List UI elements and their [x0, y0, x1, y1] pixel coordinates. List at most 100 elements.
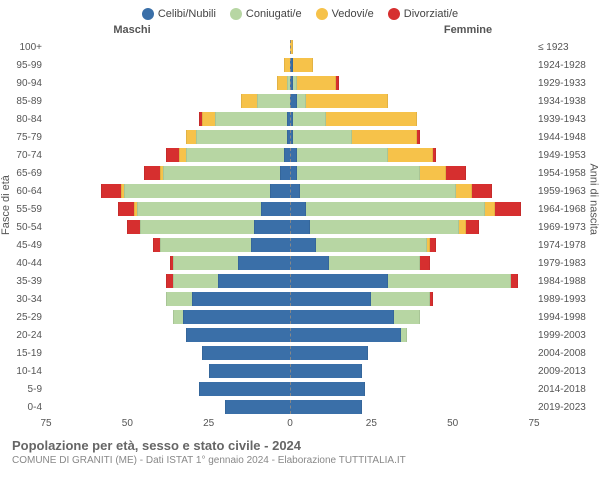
male-bar: [46, 346, 290, 360]
bar-segment: [433, 148, 436, 162]
male-bar: [46, 76, 290, 90]
age-row: 70-741949-1953: [4, 146, 596, 164]
bar-pair: [46, 184, 534, 198]
bar-segment: [417, 130, 420, 144]
bar-segment: [300, 184, 456, 198]
age-row: 90-941929-1933: [4, 74, 596, 92]
bar-segment: [238, 256, 290, 270]
age-row: 35-391984-1988: [4, 272, 596, 290]
birth-year-label: 1979-1983: [534, 258, 596, 269]
bar-segment: [310, 220, 460, 234]
birth-year-label: 2019-2023: [534, 402, 596, 413]
bar-segment: [192, 292, 290, 306]
bar-pair: [46, 310, 534, 324]
bar-segment: [218, 274, 290, 288]
bar-segment: [388, 274, 512, 288]
center-line: [290, 148, 291, 162]
center-line: [290, 274, 291, 288]
legend-item: Celibi/Nubili: [142, 8, 216, 20]
female-bar: [290, 202, 534, 216]
age-label: 100+: [4, 42, 46, 53]
female-bar: [290, 94, 534, 108]
age-label: 5-9: [4, 384, 46, 395]
bar-segment: [290, 364, 362, 378]
female-bar: [290, 220, 534, 234]
center-line: [290, 58, 291, 72]
bar-pair: [46, 346, 534, 360]
center-line: [290, 184, 291, 198]
bar-segment: [420, 256, 430, 270]
male-bar: [46, 274, 290, 288]
bar-segment: [202, 112, 215, 126]
age-row: 80-841939-1943: [4, 110, 596, 128]
bar-segment: [196, 130, 287, 144]
bar-segment: [118, 202, 134, 216]
birth-year-label: 1964-1968: [534, 204, 596, 215]
bar-pair: [46, 202, 534, 216]
bar-segment: [290, 220, 310, 234]
bar-segment: [166, 292, 192, 306]
legend-label: Coniugati/e: [246, 8, 302, 20]
bar-segment: [280, 166, 290, 180]
age-row: 30-341989-1993: [4, 290, 596, 308]
bar-segment: [316, 238, 427, 252]
bar-segment: [202, 346, 290, 360]
bar-pair: [46, 148, 534, 162]
male-bar: [46, 382, 290, 396]
center-line: [290, 382, 291, 396]
age-label: 30-34: [4, 294, 46, 305]
bar-segment: [297, 148, 388, 162]
age-row: 50-541969-1973: [4, 218, 596, 236]
bar-pair: [46, 238, 534, 252]
male-bar: [46, 364, 290, 378]
age-label: 15-19: [4, 348, 46, 359]
female-bar: [290, 40, 534, 54]
bar-segment: [209, 364, 290, 378]
age-label: 90-94: [4, 78, 46, 89]
age-row: 20-241999-2003: [4, 326, 596, 344]
age-row: 60-641959-1963: [4, 182, 596, 200]
bar-segment: [290, 292, 371, 306]
bar-segment: [137, 202, 261, 216]
female-bar: [290, 364, 534, 378]
birth-year-label: 1949-1953: [534, 150, 596, 161]
center-line: [290, 328, 291, 342]
birth-year-label: 1994-1998: [534, 312, 596, 323]
chart-footer: Popolazione per età, sesso e stato civil…: [4, 438, 596, 466]
bar-segment: [352, 130, 417, 144]
legend-item: Coniugati/e: [230, 8, 302, 20]
bar-segment: [225, 400, 290, 414]
age-label: 95-99: [4, 60, 46, 71]
male-bar: [46, 40, 290, 54]
female-bar: [290, 166, 534, 180]
legend-item: Vedovi/e: [316, 8, 374, 20]
age-label: 0-4: [4, 402, 46, 413]
bar-segment: [124, 184, 270, 198]
bar-pair: [46, 130, 534, 144]
bar-segment: [326, 112, 417, 126]
bar-segment: [127, 220, 140, 234]
bar-segment: [306, 202, 485, 216]
bar-segment: [430, 292, 433, 306]
bar-pair: [46, 400, 534, 414]
age-label: 80-84: [4, 114, 46, 125]
center-line: [290, 112, 291, 126]
legend-label: Vedovi/e: [332, 8, 374, 20]
birth-year-label: 1999-2003: [534, 330, 596, 341]
bar-segment: [293, 112, 326, 126]
age-label: 35-39: [4, 276, 46, 287]
male-bar: [46, 112, 290, 126]
gender-male-label: Maschi: [4, 24, 300, 36]
x-tick-label: 25: [366, 418, 377, 429]
center-line: [290, 94, 291, 108]
gender-female-label: Femmine: [300, 24, 596, 36]
bar-segment: [241, 94, 257, 108]
center-line: [290, 202, 291, 216]
bar-segment: [290, 202, 306, 216]
age-row: 10-142009-2013: [4, 362, 596, 380]
female-bar: [290, 328, 534, 342]
bar-segment: [173, 310, 183, 324]
x-tick-label: 75: [528, 418, 539, 429]
x-tick-label: 50: [122, 418, 133, 429]
plot-area: Fasce di età Anni di nascita 100+≤ 19239…: [4, 38, 596, 432]
